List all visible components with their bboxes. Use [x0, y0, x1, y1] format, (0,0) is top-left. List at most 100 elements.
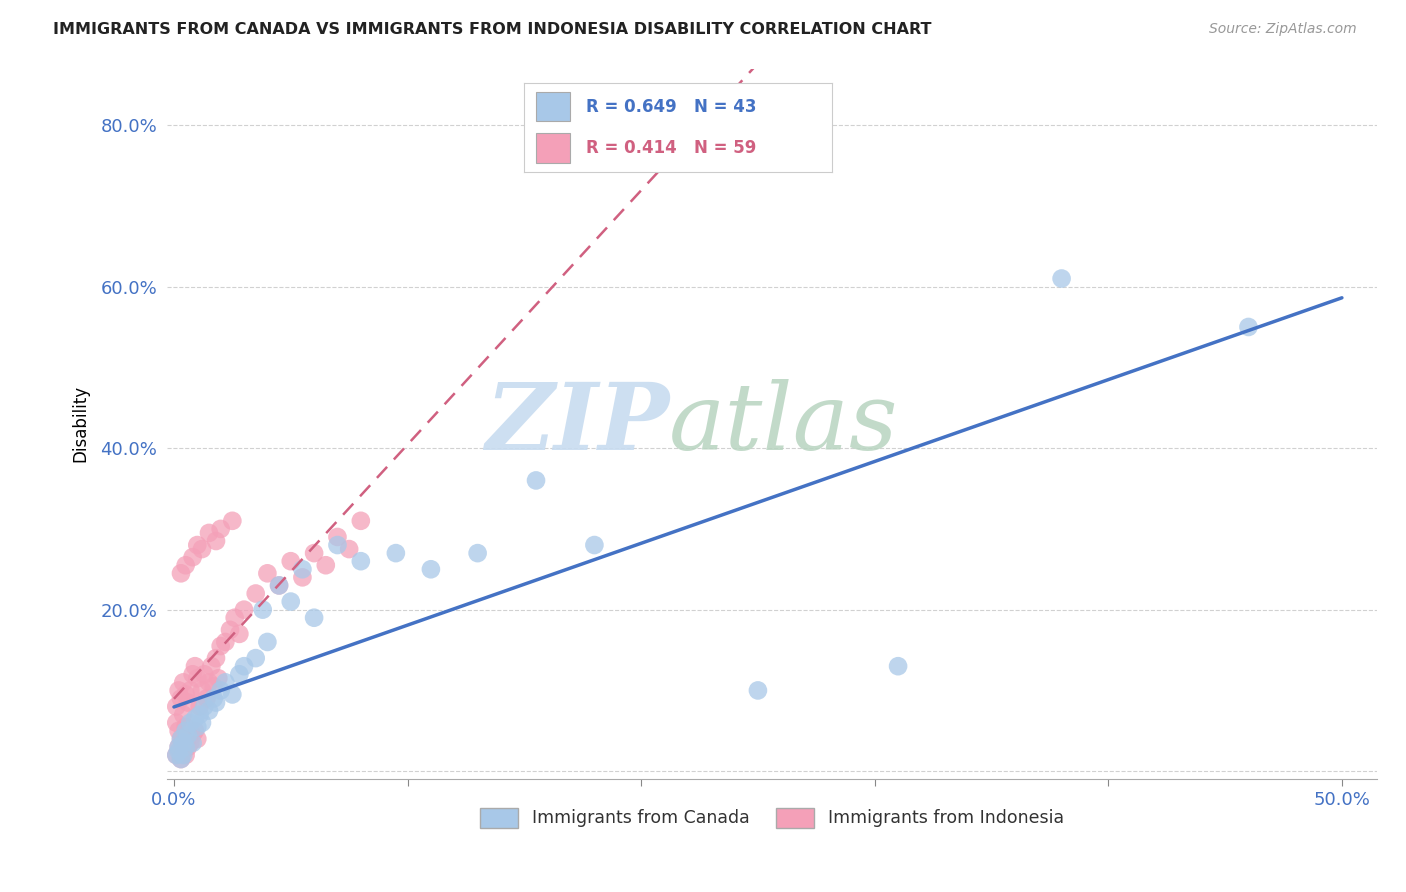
Point	[205, 651, 228, 665]
Point	[419, 562, 441, 576]
Point	[205, 534, 228, 549]
Point	[186, 671, 208, 685]
Point	[170, 752, 193, 766]
Legend: Immigrants from Canada, Immigrants from Indonesia: Immigrants from Canada, Immigrants from …	[472, 801, 1071, 835]
Point	[191, 715, 214, 730]
Point	[174, 747, 197, 762]
Point	[198, 704, 221, 718]
Point	[747, 683, 769, 698]
Point	[165, 699, 187, 714]
Point	[170, 566, 193, 581]
Point	[174, 739, 197, 754]
Point	[280, 554, 302, 568]
Point	[184, 723, 207, 738]
Point	[193, 667, 215, 681]
Point	[172, 675, 194, 690]
Point	[214, 635, 236, 649]
Point	[385, 546, 408, 560]
Point	[315, 558, 337, 573]
Point	[524, 474, 547, 488]
Point	[186, 538, 208, 552]
Point	[209, 639, 232, 653]
Point	[170, 691, 193, 706]
Point	[350, 514, 373, 528]
Point	[167, 739, 190, 754]
Point	[174, 723, 197, 738]
Point	[224, 611, 246, 625]
Point	[177, 696, 200, 710]
Point	[233, 659, 256, 673]
Point	[186, 731, 208, 746]
Text: Source: ZipAtlas.com: Source: ZipAtlas.com	[1209, 22, 1357, 37]
Point	[252, 602, 274, 616]
Point	[302, 546, 325, 560]
Point	[174, 720, 197, 734]
Point	[256, 566, 278, 581]
Text: IMMIGRANTS FROM CANADA VS IMMIGRANTS FROM INDONESIA DISABILITY CORRELATION CHART: IMMIGRANTS FROM CANADA VS IMMIGRANTS FRO…	[53, 22, 932, 37]
Point	[179, 683, 201, 698]
Point	[887, 659, 910, 673]
Point	[219, 623, 242, 637]
Point	[198, 525, 221, 540]
Point	[214, 675, 236, 690]
Point	[184, 712, 207, 726]
Point	[209, 522, 232, 536]
Text: atlas: atlas	[669, 379, 898, 469]
Point	[179, 715, 201, 730]
Point	[167, 683, 190, 698]
Point	[186, 720, 208, 734]
Point	[207, 671, 229, 685]
Point	[200, 659, 222, 673]
Point	[202, 679, 225, 693]
Point	[1237, 320, 1260, 334]
Point	[291, 562, 314, 576]
Point	[177, 739, 200, 754]
Point	[181, 728, 204, 742]
Point	[228, 627, 250, 641]
Point	[1050, 271, 1073, 285]
Point	[221, 514, 243, 528]
Point	[165, 715, 187, 730]
Point	[198, 675, 221, 690]
Point	[267, 578, 290, 592]
Point	[221, 688, 243, 702]
Point	[280, 594, 302, 608]
Point	[179, 736, 201, 750]
Point	[583, 538, 606, 552]
Point	[174, 688, 197, 702]
Point	[205, 696, 228, 710]
Point	[256, 635, 278, 649]
Y-axis label: Disability: Disability	[72, 385, 89, 462]
Point	[165, 747, 187, 762]
Point	[191, 542, 214, 557]
Point	[170, 731, 193, 746]
Point	[184, 659, 207, 673]
Point	[245, 651, 267, 665]
Point	[188, 699, 211, 714]
Point	[326, 530, 349, 544]
Point	[267, 578, 290, 592]
Point	[350, 554, 373, 568]
Point	[174, 558, 197, 573]
Point	[167, 723, 190, 738]
Point	[233, 602, 256, 616]
Point	[177, 728, 200, 742]
Point	[172, 707, 194, 722]
Point	[172, 747, 194, 762]
Point	[228, 667, 250, 681]
Point	[337, 542, 360, 557]
Point	[165, 747, 187, 762]
Point	[181, 667, 204, 681]
Text: ZIP: ZIP	[485, 379, 669, 469]
Point	[195, 691, 218, 706]
Point	[181, 550, 204, 565]
Point	[188, 707, 211, 722]
Point	[170, 752, 193, 766]
Point	[202, 691, 225, 706]
Point	[170, 731, 193, 746]
Point	[291, 570, 314, 584]
Point	[302, 611, 325, 625]
Point	[172, 736, 194, 750]
Point	[326, 538, 349, 552]
Point	[181, 736, 204, 750]
